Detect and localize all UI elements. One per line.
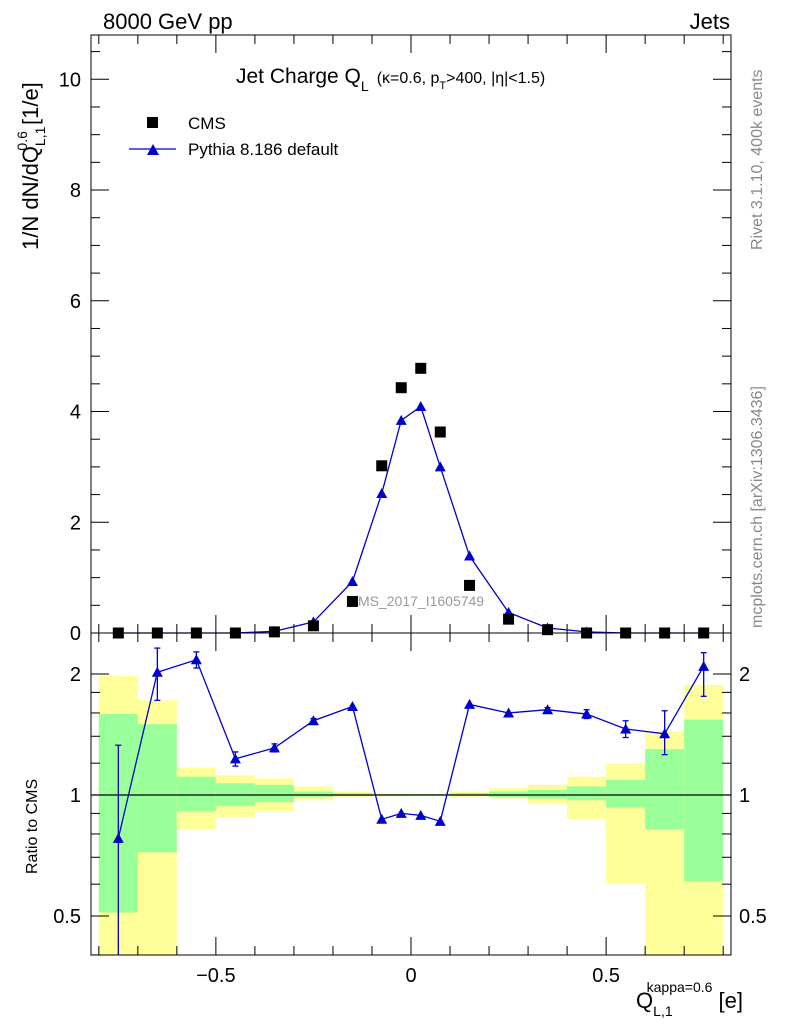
ratio-point bbox=[229, 753, 241, 764]
ratio-y-tick-label: 2 bbox=[70, 664, 81, 686]
ratio-panel: 0.5 0.5 1 1 2 2 −0.5 0 0.5 Ratio to CMS QL,1kapp… bbox=[24, 632, 767, 1019]
pythia-point bbox=[376, 487, 388, 498]
pythia-point bbox=[395, 414, 407, 425]
ratio-y-axis-label: Ratio to CMS bbox=[24, 779, 41, 874]
ratio-point bbox=[395, 807, 407, 818]
cms-point bbox=[307, 620, 319, 632]
main-y-tick-label: 4 bbox=[70, 402, 81, 424]
ratio-point bbox=[581, 708, 593, 719]
mcplots-label: mcplots.cern.ch [arXiv:1306.3436] bbox=[749, 386, 766, 628]
header-process: Jets bbox=[690, 9, 730, 34]
x-tick-label: 0.5 bbox=[592, 965, 620, 987]
cms-point bbox=[268, 626, 280, 638]
main-title: Jet Charge QL (κ=0.6, pT>400, |η|<1.5) bbox=[236, 65, 545, 94]
cms-point bbox=[464, 579, 476, 591]
ratio-point bbox=[376, 813, 388, 824]
band-inner-bin bbox=[137, 724, 177, 853]
ratio-point bbox=[346, 701, 358, 712]
ratio-y-tick-label: 0.5 bbox=[53, 906, 81, 928]
cms-point bbox=[395, 382, 407, 394]
x-axis-label: QL,1kappa=0.6 [e] bbox=[636, 979, 743, 1019]
ratio-point bbox=[151, 666, 163, 677]
ratio-y-tick-label-right: 0.5 bbox=[739, 906, 767, 928]
header-energy: 8000 GeV pp bbox=[103, 9, 233, 34]
ratio-y-tick-label: 1 bbox=[70, 785, 81, 807]
ratio-point bbox=[698, 660, 710, 671]
ratio-point bbox=[190, 654, 202, 665]
main-frame bbox=[90, 34, 732, 634]
band-inner-bin bbox=[645, 749, 685, 830]
legend-cms-label: CMS bbox=[188, 114, 226, 133]
ratio-point bbox=[307, 715, 319, 726]
band-inner-bin bbox=[528, 789, 568, 799]
cms-point bbox=[542, 624, 554, 636]
ratio-y-tick-label-right: 2 bbox=[739, 664, 750, 686]
pythia-point bbox=[415, 401, 427, 412]
ratio-point bbox=[112, 832, 124, 843]
main-y-tick-label: 8 bbox=[70, 180, 81, 202]
ratio-point bbox=[542, 704, 554, 715]
ratio-point bbox=[415, 809, 427, 820]
cms-point bbox=[415, 362, 427, 374]
cms-point bbox=[346, 595, 358, 607]
band-inner-bin bbox=[489, 791, 529, 797]
ratio-axes: 0.5 0.5 1 1 2 2 −0.5 0 0.5 bbox=[53, 633, 767, 987]
ratio-line bbox=[117, 658, 705, 839]
x-tick-label: 0 bbox=[405, 965, 416, 987]
analysis-watermark: CMS_2017_I1605749 bbox=[348, 593, 484, 609]
legend-pythia-label: Pythia 8.186 default bbox=[188, 140, 339, 159]
ratio-data bbox=[112, 647, 710, 955]
cms-point bbox=[434, 426, 446, 438]
cms-point bbox=[376, 460, 388, 472]
main-panel: 0 2 4 6 8 10 CMS_2017_I1605749 Jet Charge QL(… bbox=[14, 34, 732, 645]
pythia-point bbox=[346, 576, 358, 587]
band-inner-bin bbox=[293, 791, 333, 797]
ratio-point bbox=[464, 698, 476, 709]
main-y-tick-label: 6 bbox=[70, 291, 81, 313]
ratio-point bbox=[268, 742, 280, 753]
ratio-point bbox=[620, 723, 632, 734]
cms-point bbox=[503, 613, 515, 625]
ratio-point bbox=[434, 815, 446, 826]
band-inner-bin bbox=[606, 779, 646, 808]
x-tick-label: −0.5 bbox=[196, 965, 235, 987]
ratio-point bbox=[659, 728, 671, 739]
main-y-tick-label: 2 bbox=[70, 512, 81, 534]
band-inner-bin bbox=[684, 719, 724, 882]
main-y-axis-label: 1/N dN/dQL,10.6 [1/e] bbox=[14, 82, 48, 250]
ratio-frame bbox=[90, 632, 732, 956]
main-y-tick-label: 0 bbox=[70, 623, 81, 645]
rivet-label: Rivet 3.1.10, 400k events bbox=[749, 69, 766, 250]
pythia-point bbox=[464, 550, 476, 561]
band-inner-bin bbox=[567, 786, 607, 801]
legend-pythia-marker bbox=[147, 144, 159, 155]
ratio-y-tick-label-right: 1 bbox=[739, 785, 750, 807]
legend-cms-marker bbox=[147, 117, 158, 128]
main-axes: 0 2 4 6 8 10 bbox=[59, 35, 731, 645]
pythia-point bbox=[434, 461, 446, 472]
band-inner-bin bbox=[254, 784, 294, 803]
ratio-uncertainty-bands bbox=[98, 675, 724, 955]
band-inner-bin bbox=[176, 776, 216, 812]
main-y-tick-label: 10 bbox=[59, 69, 81, 91]
legend: CMS Pythia 8.186 default bbox=[129, 114, 339, 159]
ratio-point bbox=[503, 707, 515, 718]
band-inner-bin bbox=[450, 793, 490, 796]
